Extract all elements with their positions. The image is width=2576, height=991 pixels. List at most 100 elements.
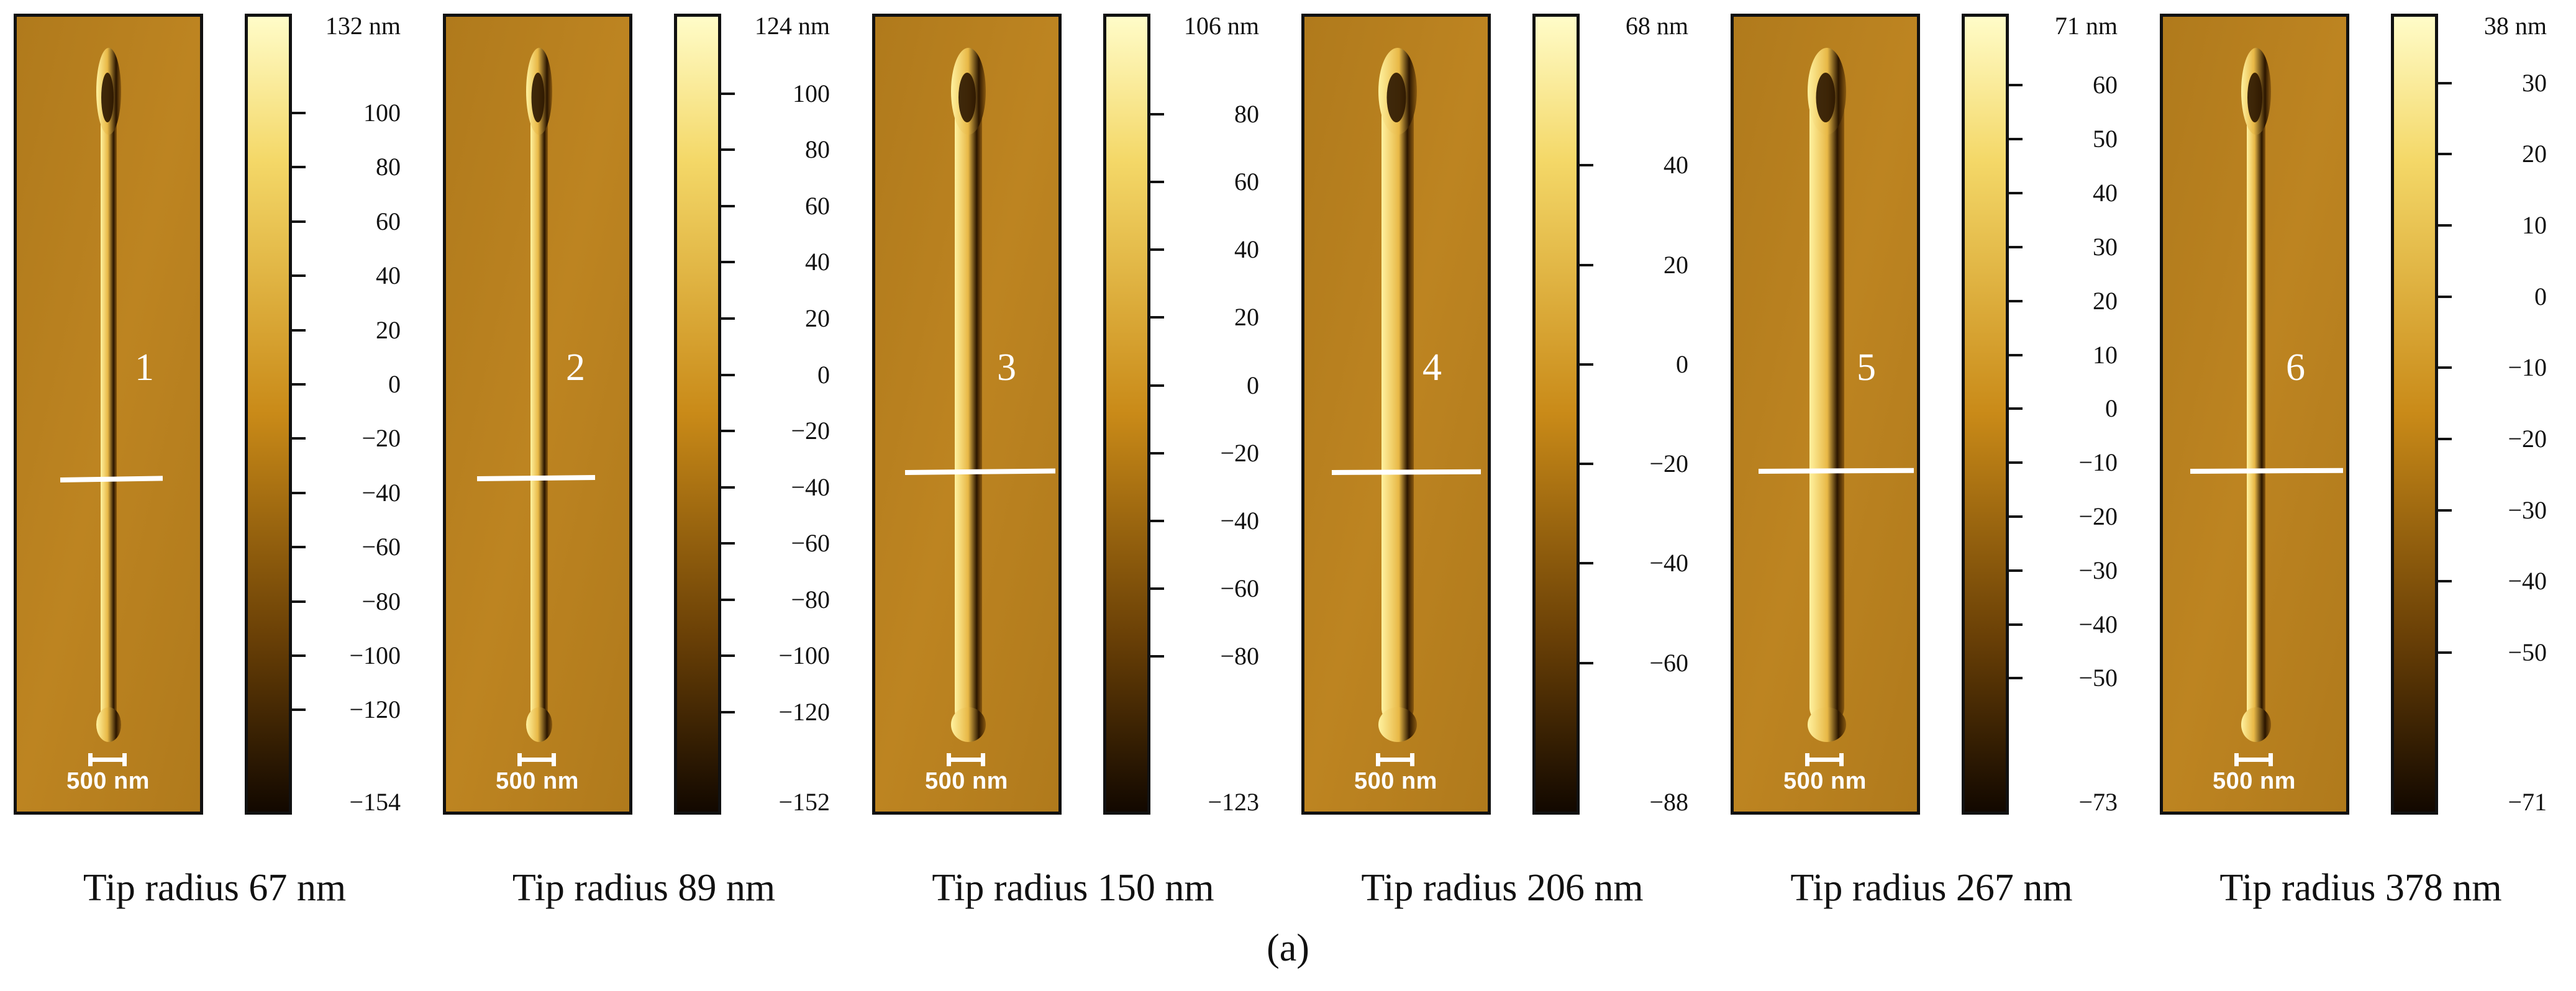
colorbar-tick-label: −50 bbox=[2078, 664, 2118, 692]
profile-number: 6 bbox=[2286, 346, 2305, 389]
colorbar-tick-label: −80 bbox=[362, 587, 401, 615]
colorbar-tick-label: 30 bbox=[2093, 232, 2118, 261]
colorbar-tick-label: −60 bbox=[1220, 574, 1259, 603]
colorbar-tick-label: 10 bbox=[2093, 340, 2118, 369]
nanowire-tip-top-dark bbox=[531, 73, 545, 122]
panel-caption: Tip radius 378 nm bbox=[2219, 867, 2502, 909]
panel-caption: Tip radius 150 nm bbox=[932, 867, 1214, 909]
colorbar-tick-label: 30 bbox=[2522, 68, 2547, 97]
colorbar-tick-label: −30 bbox=[2508, 496, 2547, 524]
colorbar-tick-label: −10 bbox=[2078, 448, 2118, 477]
panel-6: 6 500 nm 38 nm 30 20 10 0 −10 −20 −30 −40 −50 −71 T… bbox=[2146, 0, 2575, 991]
colorbar-tick-label: 100 bbox=[793, 79, 830, 107]
colorbar-tick-label: 0 bbox=[2105, 394, 2118, 423]
afm-topography bbox=[17, 17, 200, 812]
nanowire-tip-top-dark bbox=[2247, 73, 2262, 122]
colorbar-tick-label: −40 bbox=[1220, 506, 1259, 535]
colorbar-tick-label: 71 nm bbox=[2054, 12, 2118, 40]
colorbar bbox=[1103, 14, 1150, 815]
scale-bar-label: 500 nm bbox=[496, 768, 579, 794]
afm-topography bbox=[1304, 17, 1488, 812]
profile-number: 5 bbox=[1857, 346, 1876, 389]
profile-line bbox=[1758, 468, 1914, 474]
colorbar-tick-label: 20 bbox=[2522, 140, 2547, 168]
profile-number: 1 bbox=[135, 346, 154, 389]
colorbar-tick-label: −80 bbox=[791, 585, 830, 613]
colorbar-tick-label: 20 bbox=[2093, 286, 2118, 315]
colorbar-tick-label: −60 bbox=[1649, 648, 1688, 677]
colorbar-tick-label: −20 bbox=[1220, 438, 1259, 467]
colorbar-tick-label: 40 bbox=[2093, 179, 2118, 207]
nanowire-tip-top-dark bbox=[1816, 73, 1836, 122]
colorbar-tick-label: −60 bbox=[362, 533, 401, 561]
colorbar-tick-label: 60 bbox=[1234, 168, 1259, 196]
colorbar-ticks: 106 nm 80 60 40 20 0 −20 −40 −60 −80 −123 bbox=[1150, 12, 1287, 816]
panel-3: 3 500 nm 106 nm 80 60 40 20 0 −20 −40 −60 −80 −123 … bbox=[858, 0, 1288, 991]
scale-bar bbox=[1805, 753, 1844, 766]
colorbar-tick-label: 40 bbox=[1234, 235, 1259, 264]
panel-5: 5 500 nm 71 nm 60 50 40 30 20 10 0 −10 −20 −30 −40 −5… bbox=[1717, 0, 2146, 991]
colorbar-tick-label: −50 bbox=[2508, 638, 2547, 667]
panel-1: 1 500 nm 132 nm 100 80 60 40 20 0 −20 −40 −60 −80 −1… bbox=[0, 0, 429, 991]
afm-image: 5 500 nm bbox=[1731, 14, 1920, 815]
colorbar-tick-label: −71 bbox=[2508, 788, 2547, 816]
colorbar-tick-label: 40 bbox=[376, 261, 401, 290]
scale-bar bbox=[1376, 753, 1414, 766]
scale-bar-label: 500 nm bbox=[2213, 768, 2296, 794]
colorbar-tick-label: −20 bbox=[362, 424, 401, 453]
colorbar-tick-label: −40 bbox=[2508, 567, 2547, 595]
colorbar-tick-label: 80 bbox=[1234, 99, 1259, 128]
colorbar-tick-label: −10 bbox=[2508, 353, 2547, 382]
scale-bar-label: 500 nm bbox=[925, 768, 1008, 794]
afm-image: 3 500 nm bbox=[872, 14, 1062, 815]
profile-number: 2 bbox=[566, 346, 585, 389]
nanowire-tip-top-dark bbox=[101, 73, 114, 122]
profile-line bbox=[1331, 469, 1481, 475]
colorbar-tick-label: 60 bbox=[2093, 71, 2118, 99]
panel-4: 4 500 nm 68 nm 40 20 0 −20 −40 −60 −88 Tip radiu… bbox=[1288, 0, 1717, 991]
colorbar-tick-label: 106 nm bbox=[1183, 12, 1259, 40]
colorbar-tick-label: −123 bbox=[1208, 788, 1259, 816]
figure-sublabel: (a) bbox=[1267, 927, 1309, 969]
afm-topography bbox=[1734, 17, 1917, 812]
colorbar-tick-label: −40 bbox=[362, 478, 401, 507]
colorbar-tick-label: 10 bbox=[2522, 211, 2547, 240]
scale-bar-label: 500 nm bbox=[1354, 768, 1437, 794]
colorbar-tick-label: −73 bbox=[2078, 788, 2118, 816]
scale-bar-label: 500 nm bbox=[1783, 768, 1867, 794]
colorbar-tick-label: 20 bbox=[376, 315, 401, 344]
nanowire-tip-bottom bbox=[526, 707, 552, 742]
colorbar bbox=[674, 14, 721, 815]
colorbar bbox=[1962, 14, 2009, 815]
scale-bar bbox=[88, 753, 127, 766]
colorbar-tick-label: 60 bbox=[376, 207, 401, 235]
colorbar-ticks: 132 nm 100 80 60 40 20 0 −20 −40 −60 −80 −100 −120 −1… bbox=[292, 12, 429, 816]
nanowire-tip-bottom bbox=[1378, 707, 1417, 742]
nanowire-body bbox=[1381, 85, 1414, 725]
nanowire-body bbox=[530, 85, 548, 725]
afm-image: 2 500 nm bbox=[443, 14, 632, 815]
afm-image: 1 500 nm bbox=[14, 14, 203, 815]
nanowire-body bbox=[955, 85, 982, 725]
colorbar-tick-label: 40 bbox=[805, 248, 830, 276]
colorbar-tick-label: −152 bbox=[778, 788, 830, 816]
nanowire-body bbox=[1809, 85, 1844, 725]
colorbar-tick-label: −60 bbox=[791, 529, 830, 558]
colorbar-tick-label: 20 bbox=[1234, 303, 1259, 332]
afm-topography bbox=[2163, 17, 2346, 812]
profile-number: 3 bbox=[997, 346, 1016, 389]
colorbar-tick-label: −100 bbox=[349, 641, 401, 669]
colorbar-tick-label: −40 bbox=[1649, 549, 1688, 577]
panel-2: 2 500 nm 124 nm 100 80 60 40 20 0 −20 −40 −60 −80 −1… bbox=[429, 0, 858, 991]
colorbar-ticks: 38 nm 30 20 10 0 −10 −20 −30 −40 −50 −71 bbox=[2438, 12, 2575, 816]
colorbar-ticks: 71 nm 60 50 40 30 20 10 0 −10 −20 −30 −40 −50 −73 bbox=[2009, 12, 2146, 816]
colorbar-tick-label: −20 bbox=[791, 417, 830, 445]
scale-bar bbox=[2234, 753, 2273, 766]
nanowire-tip-top-dark bbox=[1386, 73, 1406, 122]
nanowire-body bbox=[2247, 85, 2265, 725]
colorbar-tick-label: −20 bbox=[2078, 502, 2118, 530]
nanowire-tip-bottom bbox=[1808, 707, 1846, 742]
colorbar-tick-label: 124 nm bbox=[754, 12, 830, 40]
panel-caption: Tip radius 267 nm bbox=[1790, 867, 2073, 909]
